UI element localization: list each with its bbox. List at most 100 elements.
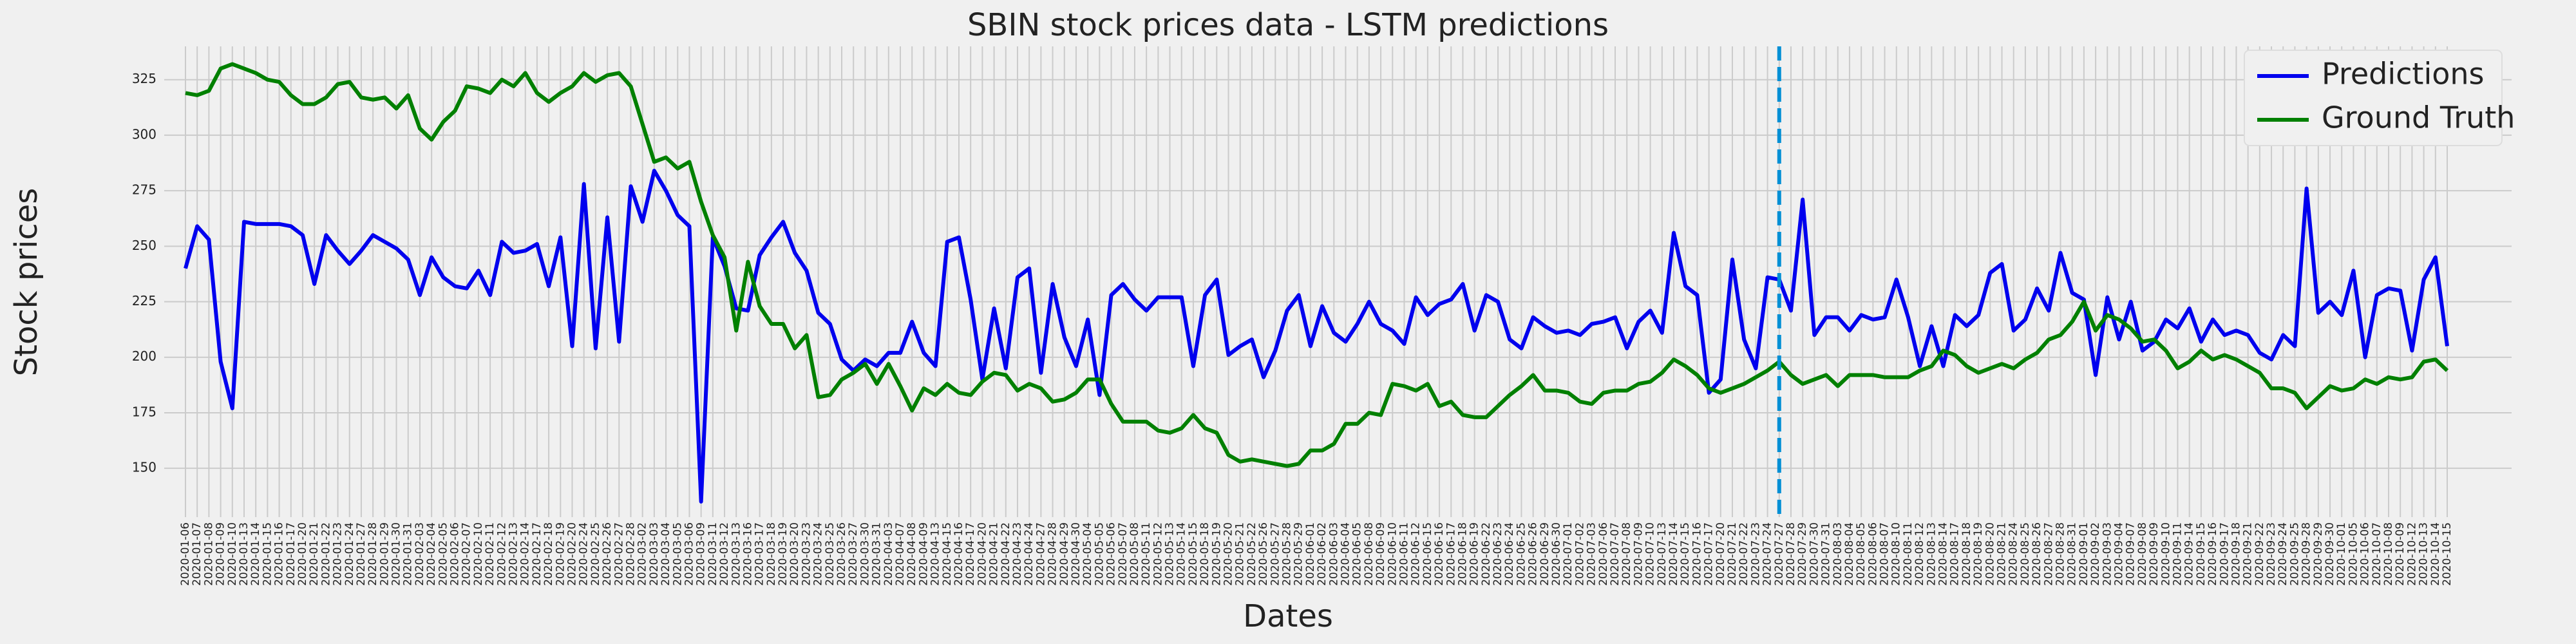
y-axis-label: Stock prices bbox=[8, 188, 44, 377]
x-tick-label: 2020-05-05 bbox=[1093, 522, 1106, 586]
x-tick-label: 2020-05-14 bbox=[1175, 522, 1188, 586]
x-tick-label: 2020-01-30 bbox=[390, 522, 403, 586]
x-tick-label: 2020-09-01 bbox=[2078, 522, 2090, 586]
series-line bbox=[184, 169, 2449, 504]
x-tick-label: 2020-03-03 bbox=[648, 522, 661, 586]
x-tick-label: 2020-06-12 bbox=[1410, 522, 1423, 586]
x-tick-label: 2020-10-15 bbox=[2441, 522, 2454, 586]
x-tick-label: 2020-02-25 bbox=[589, 522, 602, 586]
x-tick-label: 2020-04-13 bbox=[929, 522, 942, 586]
x-tick-label: 2020-10-05 bbox=[2347, 522, 2360, 586]
x-tick-label: 2020-03-23 bbox=[800, 522, 813, 586]
x-tick-label: 2020-05-07 bbox=[1117, 522, 1130, 586]
x-tick-label: 2020-07-31 bbox=[1820, 522, 1833, 586]
x-tick-label: 2020-02-28 bbox=[624, 522, 637, 586]
x-tick-label: 2020-01-29 bbox=[378, 522, 391, 586]
x-tick-label: 2020-04-09 bbox=[917, 522, 930, 586]
x-tick-label: 2020-06-17 bbox=[1444, 522, 1457, 586]
x-tick-label: 2020-03-04 bbox=[659, 522, 672, 586]
x-tick-label: 2020-04-29 bbox=[1058, 522, 1071, 586]
x-tick-label: 2020-06-11 bbox=[1397, 522, 1410, 586]
x-tick-label: 2020-02-12 bbox=[495, 522, 508, 586]
x-tick-label: 2020-06-08 bbox=[1363, 522, 1376, 586]
x-tick-label: 2020-05-27 bbox=[1269, 522, 1282, 586]
x-tick-label: 2020-01-06 bbox=[179, 522, 192, 586]
x-tick-label: 2020-06-15 bbox=[1421, 522, 1434, 586]
x-tick-label: 2020-01-14 bbox=[249, 522, 262, 586]
x-tick-label: 2020-02-13 bbox=[507, 522, 520, 586]
x-tick-label: 2020-07-07 bbox=[1609, 522, 1622, 586]
y-tick-label: 325 bbox=[132, 71, 156, 86]
x-tick-label: 2020-03-20 bbox=[788, 522, 801, 586]
x-tick-label: 2020-01-15 bbox=[261, 522, 274, 586]
x-tick-label: 2020-04-07 bbox=[894, 522, 907, 586]
x-tick-label: 2020-10-07 bbox=[2371, 522, 2383, 586]
x-tick-label: 2020-07-15 bbox=[1679, 522, 1692, 586]
x-tick-label: 2020-04-08 bbox=[905, 522, 918, 586]
x-tick-label: 2020-08-03 bbox=[1832, 522, 1844, 586]
x-tick-label: 2020-01-22 bbox=[319, 522, 332, 586]
x-tick-label: 2020-09-10 bbox=[2159, 522, 2172, 586]
x-tick-label: 2020-03-02 bbox=[636, 522, 649, 586]
x-tick-label: 2020-02-17 bbox=[531, 522, 544, 586]
x-tick-label: 2020-06-23 bbox=[1492, 522, 1504, 586]
x-tick-label: 2020-09-23 bbox=[2265, 522, 2278, 586]
y-tick-label: 300 bbox=[132, 126, 156, 142]
x-tick-label: 2020-01-27 bbox=[355, 522, 368, 586]
y-tick-label: 150 bbox=[132, 460, 156, 475]
x-tick-label: 2020-08-06 bbox=[1866, 522, 1879, 586]
x-tick-label: 2020-06-30 bbox=[1550, 522, 1563, 586]
x-tick-label: 2020-06-05 bbox=[1351, 522, 1364, 586]
x-tick-label: 2020-05-20 bbox=[1222, 522, 1235, 586]
x-tick-label: 2020-03-18 bbox=[765, 522, 778, 586]
x-tick-label: 2020-05-19 bbox=[1210, 522, 1223, 586]
x-tick-label: 2020-04-30 bbox=[1070, 522, 1083, 586]
x-tick-label: 2020-07-27 bbox=[1773, 522, 1786, 586]
x-tick-label: 2020-01-13 bbox=[238, 522, 251, 586]
x-tick-label: 2020-02-19 bbox=[554, 522, 567, 586]
x-tick-label: 2020-09-08 bbox=[2136, 522, 2149, 586]
x-tick-label: 2020-09-16 bbox=[2206, 522, 2219, 586]
x-tick-label: 2020-08-07 bbox=[1879, 522, 1891, 586]
x-tick-label: 2020-06-09 bbox=[1374, 522, 1387, 586]
x-tick-label: 2020-07-10 bbox=[1644, 522, 1657, 586]
x-tick-label: 2020-08-12 bbox=[1913, 522, 1926, 586]
x-tick-label: 2020-05-11 bbox=[1140, 522, 1153, 586]
x-tick-label: 2020-05-28 bbox=[1281, 522, 1294, 586]
x-tick-label: 2020-08-24 bbox=[2007, 522, 2020, 586]
x-tick-label: 2020-05-26 bbox=[1257, 522, 1270, 586]
x-tick-label: 2020-04-21 bbox=[988, 522, 1001, 586]
x-tick-label: 2020-01-20 bbox=[296, 522, 309, 586]
x-tick-label: 2020-03-13 bbox=[730, 522, 743, 586]
x-tick-label: 2020-01-07 bbox=[191, 522, 204, 586]
x-tick-label: 2020-09-11 bbox=[2171, 522, 2184, 586]
chart-title: SBIN stock prices data - LSTM prediction… bbox=[967, 7, 1609, 43]
x-tick-label: 2020-09-14 bbox=[2183, 522, 2196, 586]
x-tick-label: 2020-08-31 bbox=[2066, 522, 2079, 586]
x-tick-label: 2020-09-24 bbox=[2277, 522, 2289, 586]
x-tick-label: 2020-06-01 bbox=[1304, 522, 1317, 586]
x-tick-label: 2020-07-20 bbox=[1714, 522, 1727, 586]
x-tick-label: 2020-05-18 bbox=[1198, 522, 1211, 586]
x-tick-label: 2020-04-16 bbox=[952, 522, 965, 586]
x-tick-label: 2020-06-19 bbox=[1468, 522, 1481, 586]
x-tick-label: 2020-01-31 bbox=[402, 522, 415, 586]
x-tick-label: 2020-09-17 bbox=[2218, 522, 2231, 586]
x-tick-label: 2020-07-21 bbox=[1726, 522, 1739, 586]
x-tick-label: 2020-08-11 bbox=[1902, 522, 1915, 586]
x-tick-label: 2020-09-28 bbox=[2300, 522, 2313, 586]
legend-label: Ground Truth bbox=[2322, 100, 2515, 135]
x-tick-label: 2020-04-24 bbox=[1023, 522, 1036, 586]
x-tick-label: 2020-01-09 bbox=[214, 522, 227, 586]
x-tick-label: 2020-10-14 bbox=[2429, 522, 2442, 586]
x-tick-label: 2020-03-19 bbox=[777, 522, 790, 586]
x-tick-label: 2020-03-31 bbox=[871, 522, 884, 586]
x-axis-label: Dates bbox=[1243, 598, 1333, 634]
x-tick-label: 2020-04-27 bbox=[1034, 522, 1047, 586]
x-tick-label: 2020-10-01 bbox=[2335, 522, 2348, 586]
x-tick-label: 2020-03-16 bbox=[741, 522, 754, 586]
x-tick-label: 2020-10-08 bbox=[2382, 522, 2395, 586]
x-tick-label: 2020-06-26 bbox=[1527, 522, 1540, 586]
x-tick-label: 2020-07-06 bbox=[1597, 522, 1610, 586]
y-tick-label: 200 bbox=[132, 348, 156, 364]
